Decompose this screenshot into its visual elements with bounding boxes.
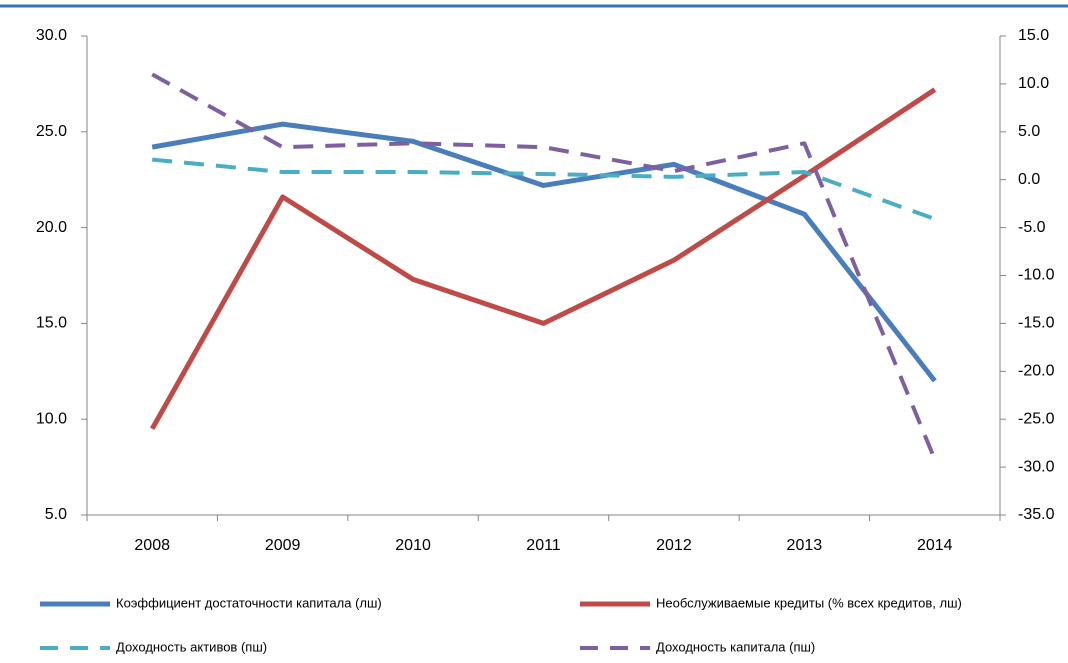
x-tick-label: 2014 — [917, 537, 953, 554]
y-tick-label: 5.0 — [45, 506, 67, 523]
legend-label: Доходность капитала (пш) — [656, 639, 815, 654]
y2-tick-label: -5.0 — [1018, 219, 1046, 236]
y2-tick-label: -10.0 — [1018, 267, 1055, 284]
x-tick-label: 2013 — [787, 537, 823, 554]
y2-tick-label: -25.0 — [1018, 410, 1055, 427]
y2-tick-label: 0.0 — [1018, 171, 1040, 188]
legend-label: Необслуживаемые кредиты (% всех кредитов… — [656, 595, 962, 610]
y2-tick-label: -20.0 — [1018, 363, 1055, 380]
series-line — [151, 121, 937, 383]
y2-tick-label: -30.0 — [1018, 458, 1055, 475]
y2-tick-label: -15.0 — [1018, 315, 1055, 332]
x-tick-label: 2011 — [526, 537, 561, 554]
y-tick-label: 25.0 — [36, 123, 67, 140]
x-tick-label: 2010 — [395, 537, 431, 554]
series-line — [150, 87, 937, 431]
y2-tick-label: 5.0 — [1018, 123, 1040, 140]
y2-tick-label: 10.0 — [1018, 75, 1049, 92]
y2-tick-label: -35.0 — [1018, 506, 1055, 523]
series-line — [152, 157, 936, 221]
legend-label: Доходность активов (пш) — [116, 639, 267, 654]
x-tick-label: 2008 — [134, 537, 170, 554]
y-tick-label: 20.0 — [36, 219, 67, 236]
y-tick-label: 10.0 — [36, 410, 67, 427]
y2-tick-label: 15.0 — [1018, 27, 1049, 44]
x-tick-label: 2009 — [265, 537, 301, 554]
series-line — [151, 72, 937, 461]
y-tick-label: 15.0 — [36, 315, 67, 332]
y-tick-label: 30.0 — [36, 27, 67, 44]
x-tick-label: 2012 — [656, 537, 692, 554]
legend-label: Коэффициент достаточности капитала (лш) — [116, 595, 382, 610]
